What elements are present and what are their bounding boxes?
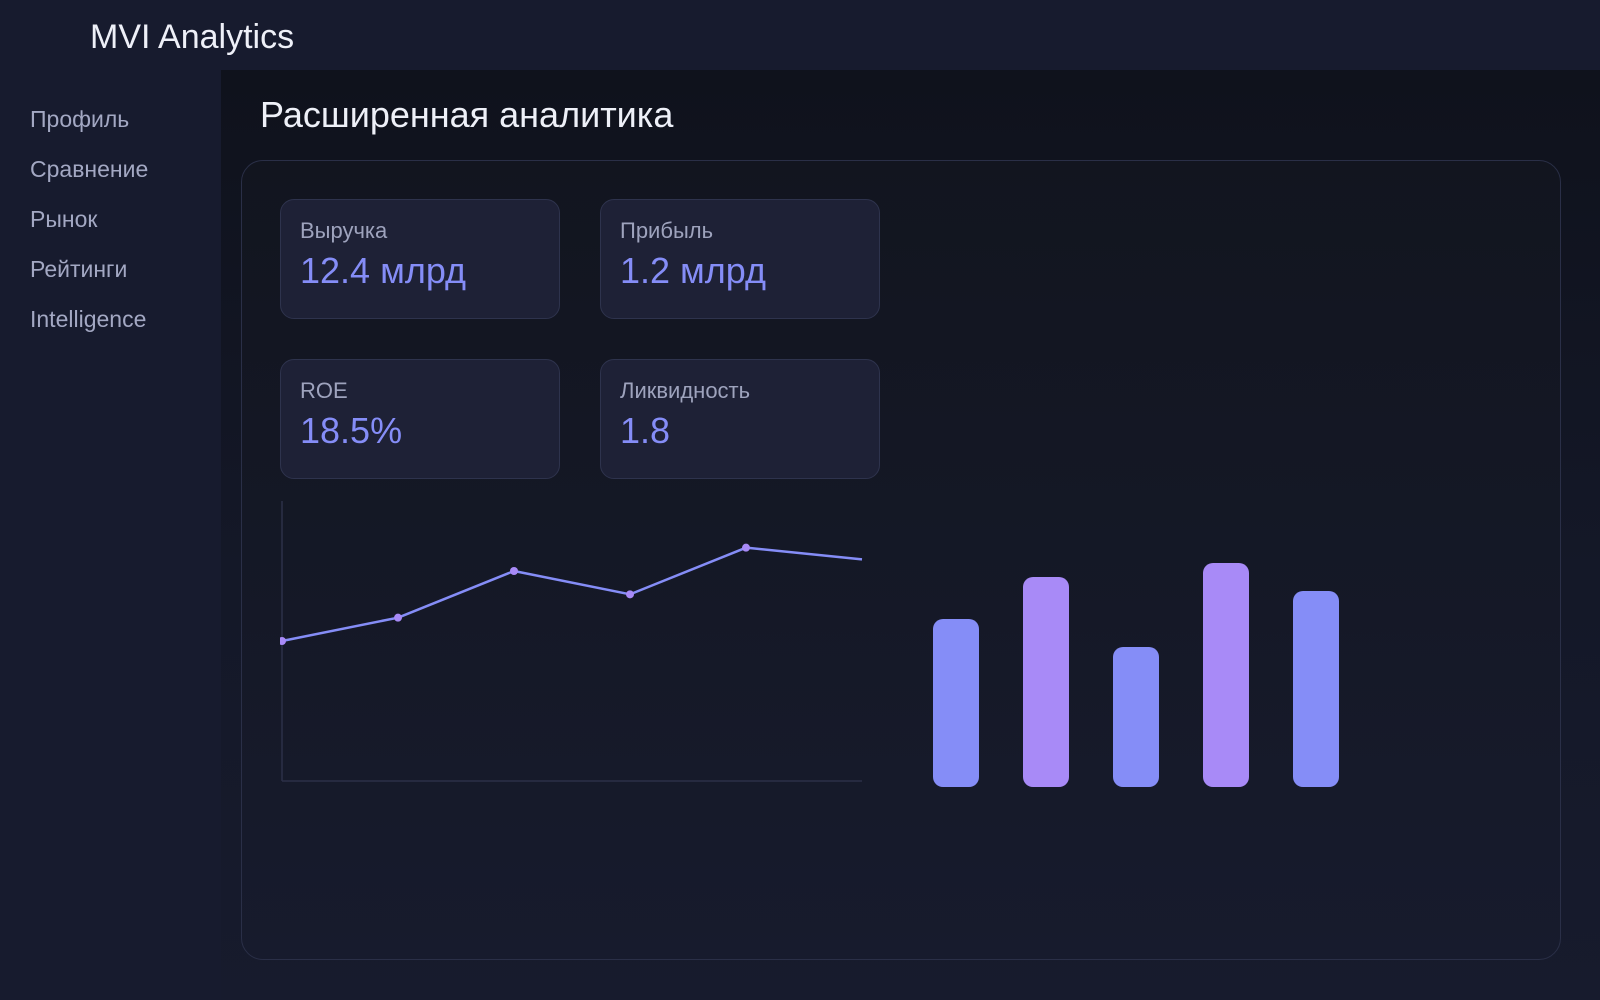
sidebar: Профиль Сравнение Рынок Рейтинги Intelli… [0,70,221,1000]
analytics-panel: Выручка 12.4 млрд Прибыль 1.2 млрд ROE 1… [241,160,1561,960]
bar [1293,591,1339,787]
main-content: Расширенная аналитика Выручка 12.4 млрд … [221,70,1600,1000]
line-chart [280,501,863,782]
metric-value: 12.4 млрд [300,250,467,291]
metric-label: ROE [300,378,348,403]
top-bar: MVI Analytics [0,0,1600,70]
metric-card-profit: Прибыль 1.2 млрд [600,199,880,319]
metric-card-revenue: Выручка 12.4 млрд [280,199,560,319]
line-point [280,637,286,645]
sidebar-item-ratings[interactable]: Рейтинги [30,256,128,282]
bar [933,619,979,787]
app-title: MVI Analytics [90,18,295,56]
metric-value: 1.8 [620,410,671,451]
line-point [394,613,402,622]
page-title: Расширенная аналитика [260,94,674,135]
bar [1203,563,1249,787]
bar-chart [933,563,1339,787]
bar [1113,647,1159,787]
sidebar-item-intelligence[interactable]: Intelligence [30,306,147,332]
metric-label: Прибыль [620,218,714,243]
line-point [626,590,634,599]
sidebar-item-comparison[interactable]: Сравнение [30,156,149,182]
sidebar-item-market[interactable]: Рынок [30,206,98,232]
line-point [742,543,750,552]
metric-label: Ликвидность [620,378,751,403]
metric-value: 1.2 млрд [620,250,767,291]
sidebar-item-profile[interactable]: Профиль [30,106,130,132]
bar [1023,577,1069,787]
metric-value: 18.5% [300,410,403,451]
line-point [510,567,518,575]
line-series [281,546,863,643]
metric-label: Выручка [300,218,388,243]
metric-card-roe: ROE 18.5% [280,359,560,479]
metric-card-liquidity: Ликвидность 1.8 [600,359,880,479]
